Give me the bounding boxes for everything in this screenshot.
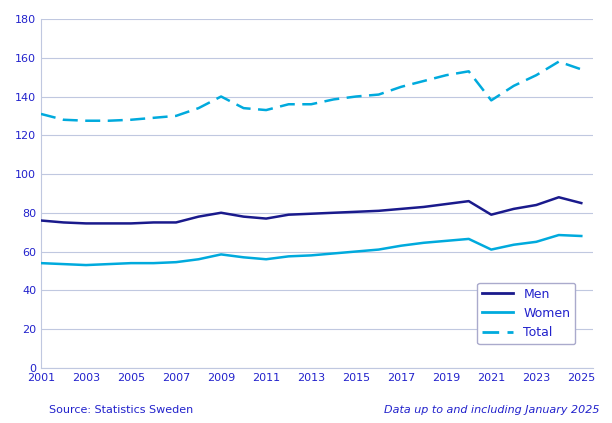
Text: Source: Statistics Sweden: Source: Statistics Sweden bbox=[49, 404, 193, 415]
Women bbox=[555, 233, 562, 238]
Total bbox=[353, 94, 360, 99]
Total bbox=[240, 106, 247, 111]
Men bbox=[442, 201, 450, 206]
Men bbox=[285, 212, 293, 217]
Total bbox=[307, 102, 315, 107]
Men bbox=[105, 221, 112, 226]
Women bbox=[398, 243, 405, 248]
Total bbox=[532, 73, 540, 78]
Men bbox=[510, 206, 517, 212]
Women bbox=[240, 255, 247, 260]
Total bbox=[173, 113, 180, 118]
Men bbox=[488, 212, 495, 217]
Total bbox=[263, 107, 270, 113]
Women bbox=[465, 236, 472, 242]
Women bbox=[83, 263, 90, 268]
Total bbox=[60, 117, 67, 122]
Men bbox=[307, 211, 315, 216]
Women bbox=[510, 242, 517, 247]
Total bbox=[330, 97, 337, 102]
Women bbox=[60, 261, 67, 266]
Women bbox=[330, 251, 337, 256]
Women bbox=[263, 257, 270, 262]
Men bbox=[398, 206, 405, 212]
Total bbox=[105, 118, 112, 123]
Total bbox=[555, 59, 562, 64]
Men bbox=[60, 220, 67, 225]
Women bbox=[150, 261, 157, 266]
Men bbox=[127, 221, 135, 226]
Men bbox=[37, 218, 45, 223]
Men bbox=[465, 198, 472, 203]
Total bbox=[37, 111, 45, 116]
Men bbox=[330, 210, 337, 215]
Total bbox=[217, 94, 225, 99]
Men bbox=[83, 221, 90, 226]
Women bbox=[353, 249, 360, 254]
Line: Total: Total bbox=[41, 62, 581, 121]
Women bbox=[488, 247, 495, 252]
Women bbox=[37, 261, 45, 266]
Total bbox=[150, 115, 157, 121]
Line: Men: Men bbox=[41, 197, 581, 223]
Men bbox=[532, 203, 540, 208]
Men bbox=[263, 216, 270, 221]
Total bbox=[465, 69, 472, 74]
Total bbox=[195, 106, 202, 111]
Women bbox=[578, 233, 585, 239]
Total bbox=[83, 118, 90, 123]
Men bbox=[353, 209, 360, 214]
Women bbox=[285, 254, 293, 259]
Total bbox=[127, 117, 135, 122]
Women bbox=[127, 261, 135, 266]
Total bbox=[420, 78, 427, 83]
Women bbox=[442, 238, 450, 243]
Legend: Men, Women, Total: Men, Women, Total bbox=[477, 283, 575, 344]
Line: Women: Women bbox=[41, 235, 581, 265]
Men bbox=[195, 214, 202, 219]
Women bbox=[105, 261, 112, 266]
Men bbox=[555, 195, 562, 200]
Women bbox=[420, 240, 427, 245]
Total bbox=[578, 67, 585, 72]
Men bbox=[150, 220, 157, 225]
Women bbox=[195, 257, 202, 262]
Women bbox=[532, 239, 540, 244]
Men bbox=[173, 220, 180, 225]
Women bbox=[173, 260, 180, 265]
Total bbox=[398, 84, 405, 89]
Women bbox=[217, 252, 225, 257]
Text: Data up to and including January 2025: Data up to and including January 2025 bbox=[384, 404, 600, 415]
Men bbox=[578, 201, 585, 206]
Total bbox=[285, 102, 293, 107]
Men bbox=[217, 210, 225, 215]
Men bbox=[375, 208, 382, 213]
Women bbox=[307, 253, 315, 258]
Total bbox=[442, 73, 450, 78]
Men bbox=[420, 204, 427, 209]
Total bbox=[510, 83, 517, 88]
Women bbox=[375, 247, 382, 252]
Total bbox=[488, 98, 495, 103]
Men bbox=[240, 214, 247, 219]
Total bbox=[375, 92, 382, 97]
